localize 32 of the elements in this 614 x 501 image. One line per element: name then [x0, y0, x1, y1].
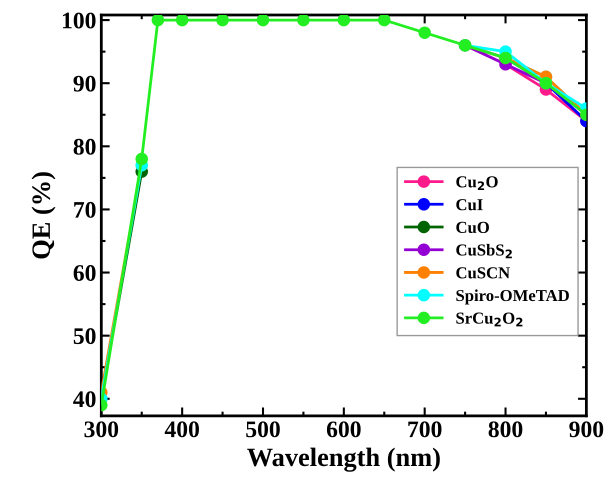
point [176, 15, 188, 26]
point [256, 15, 270, 26]
x-tick-label: 300 [84, 421, 118, 438]
point [418, 26, 431, 39]
legend-label: CuSbS$_{2}$ [456, 244, 512, 258]
x-tick-label: 500 [246, 421, 280, 438]
y-tick-label: 60 [74, 265, 96, 281]
point [338, 15, 350, 26]
legend-label: SrCu$_{2}$O$_{2}$ [456, 312, 522, 326]
x-tick-label: 800 [488, 421, 522, 438]
y-tick-label: 80 [74, 138, 96, 155]
x-tick-label: 700 [408, 421, 442, 438]
x-tick-label: 900 [569, 421, 604, 438]
y-tick-label: 40 [73, 391, 96, 408]
y-tick-label: 70 [74, 202, 96, 218]
x-axis-title: Wavelength (nm) [247, 448, 440, 472]
y-tick-label: 100 [62, 12, 96, 29]
point [152, 15, 164, 26]
legend-label: CuI [456, 199, 483, 210]
legend-label: CuO [456, 222, 489, 234]
legend-label: Spiro-OMeTAD [456, 289, 569, 305]
y-tick-label: 90 [73, 76, 96, 92]
y-axis-title: QE (%) [32, 172, 56, 258]
point [297, 15, 310, 26]
x-tick-label: 600 [326, 421, 361, 438]
legend-label: Cu$_{2}$O [456, 176, 498, 190]
point [135, 152, 148, 166]
x-tick-label: 400 [164, 421, 199, 438]
point [378, 15, 391, 26]
y-tick-label: 50 [74, 328, 96, 344]
legend-label: CuSCN [456, 267, 510, 278]
point [216, 15, 229, 26]
